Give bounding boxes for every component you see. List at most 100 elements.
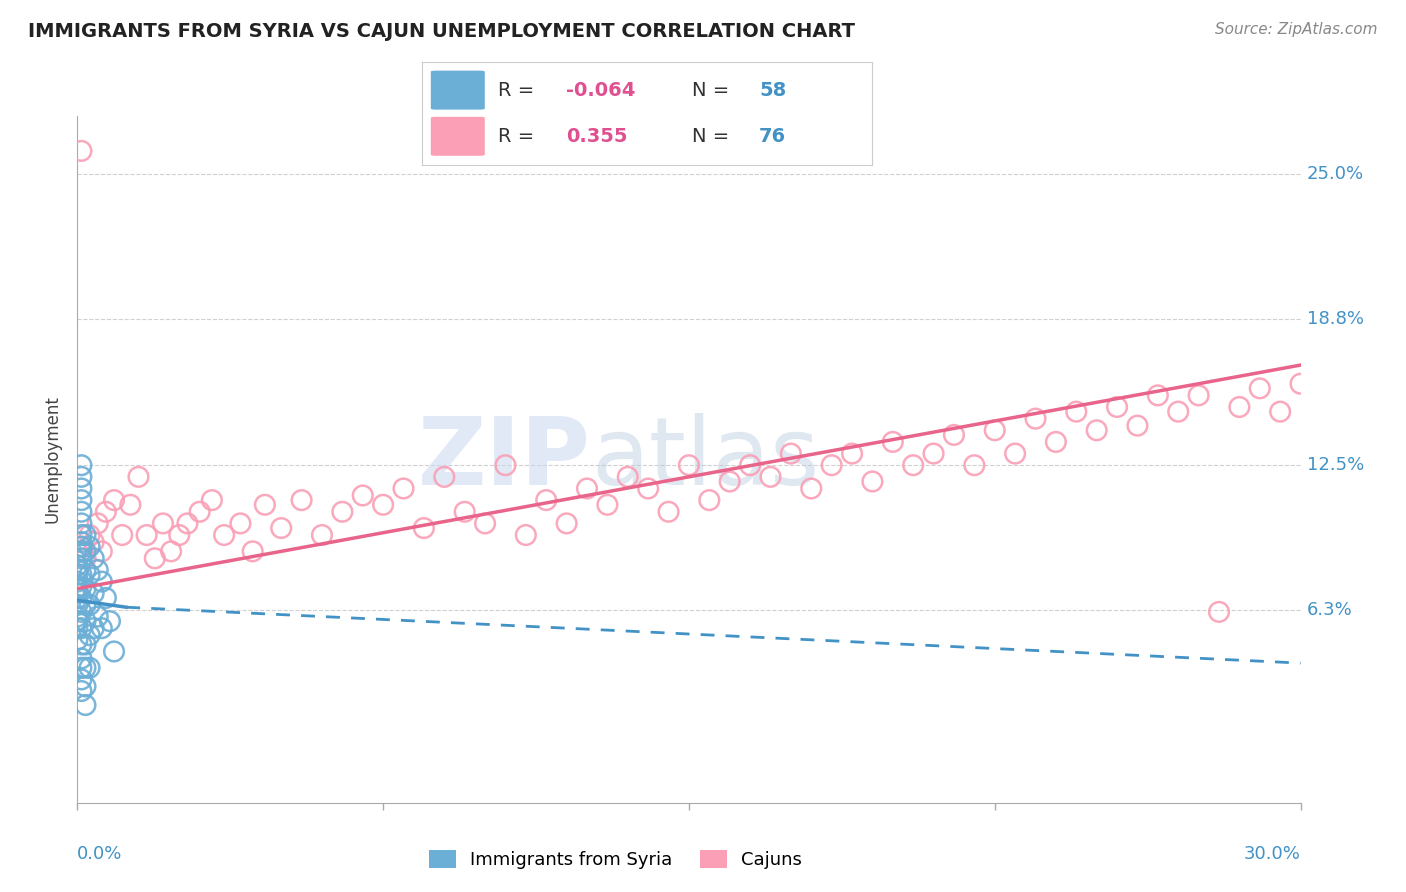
Point — [120, 498, 142, 512]
Point — [229, 516, 252, 531]
Point — [75, 528, 97, 542]
Text: ZIP: ZIP — [418, 413, 591, 506]
Point — [800, 482, 823, 496]
Point — [903, 458, 925, 473]
Point — [66, 598, 89, 612]
Point — [103, 644, 125, 658]
Point — [83, 586, 105, 600]
Point — [70, 144, 93, 158]
Text: 30.0%: 30.0% — [1244, 845, 1301, 863]
Point — [127, 470, 149, 484]
Point — [83, 621, 105, 635]
Point — [1167, 404, 1189, 418]
Point — [94, 591, 117, 605]
Point — [779, 446, 801, 460]
Point — [1229, 400, 1251, 414]
Point — [352, 488, 374, 502]
Point — [75, 563, 97, 577]
Point — [103, 493, 125, 508]
Point — [290, 493, 312, 508]
Text: R =: R = — [498, 127, 534, 145]
Point — [90, 621, 112, 635]
Point — [111, 528, 134, 542]
Point — [70, 493, 93, 508]
Point — [79, 528, 101, 542]
FancyBboxPatch shape — [430, 117, 485, 156]
Point — [1187, 388, 1209, 402]
Point — [332, 505, 354, 519]
Point — [66, 609, 89, 624]
Point — [821, 458, 844, 473]
Point — [201, 493, 224, 508]
Point — [83, 535, 105, 549]
Point — [862, 475, 884, 489]
Point — [1268, 404, 1291, 418]
Point — [94, 505, 117, 519]
Point — [70, 605, 93, 619]
Text: 58: 58 — [759, 80, 786, 100]
Point — [841, 446, 863, 460]
Point — [83, 551, 105, 566]
Point — [160, 544, 183, 558]
Point — [576, 482, 599, 496]
Text: N =: N = — [692, 127, 728, 145]
Point — [1045, 434, 1067, 449]
Point — [617, 470, 640, 484]
Point — [135, 528, 157, 542]
Point — [98, 614, 121, 628]
Point — [70, 540, 93, 554]
Point — [66, 591, 89, 605]
Point — [70, 567, 93, 582]
Point — [699, 493, 721, 508]
Point — [515, 528, 537, 542]
Point — [79, 540, 101, 554]
Point — [87, 609, 110, 624]
Point — [70, 591, 93, 605]
Point — [188, 505, 211, 519]
Text: R =: R = — [498, 80, 534, 100]
Point — [79, 661, 101, 675]
Point — [1208, 605, 1230, 619]
Point — [66, 563, 89, 577]
Point — [740, 458, 762, 473]
Point — [66, 632, 89, 647]
Point — [1147, 388, 1170, 402]
Text: -0.064: -0.064 — [565, 80, 636, 100]
Point — [534, 493, 557, 508]
Point — [453, 505, 475, 519]
Point — [1126, 418, 1149, 433]
Point — [637, 482, 659, 496]
Point — [66, 574, 89, 589]
Point — [66, 586, 89, 600]
Point — [75, 582, 97, 596]
Point — [1004, 446, 1026, 460]
Point — [495, 458, 517, 473]
Point — [70, 551, 93, 566]
Point — [66, 621, 89, 635]
Point — [555, 516, 578, 531]
Point — [70, 505, 93, 519]
Point — [70, 673, 93, 687]
Text: 0.355: 0.355 — [565, 127, 627, 145]
Point — [79, 598, 101, 612]
Point — [70, 684, 93, 698]
Point — [70, 638, 93, 652]
Text: N =: N = — [692, 80, 728, 100]
Point — [75, 661, 97, 675]
Point — [75, 598, 97, 612]
Point — [75, 638, 97, 652]
Point — [87, 516, 110, 531]
Point — [270, 521, 292, 535]
Point — [79, 567, 101, 582]
Point — [87, 563, 110, 577]
Point — [90, 574, 112, 589]
Text: 12.5%: 12.5% — [1306, 456, 1364, 475]
Point — [169, 528, 191, 542]
Legend: Immigrants from Syria, Cajuns: Immigrants from Syria, Cajuns — [422, 842, 810, 876]
Point — [311, 528, 333, 542]
Point — [718, 475, 741, 489]
Point — [75, 679, 97, 693]
Text: atlas: atlas — [591, 413, 820, 506]
Point — [70, 482, 93, 496]
Point — [66, 567, 89, 582]
